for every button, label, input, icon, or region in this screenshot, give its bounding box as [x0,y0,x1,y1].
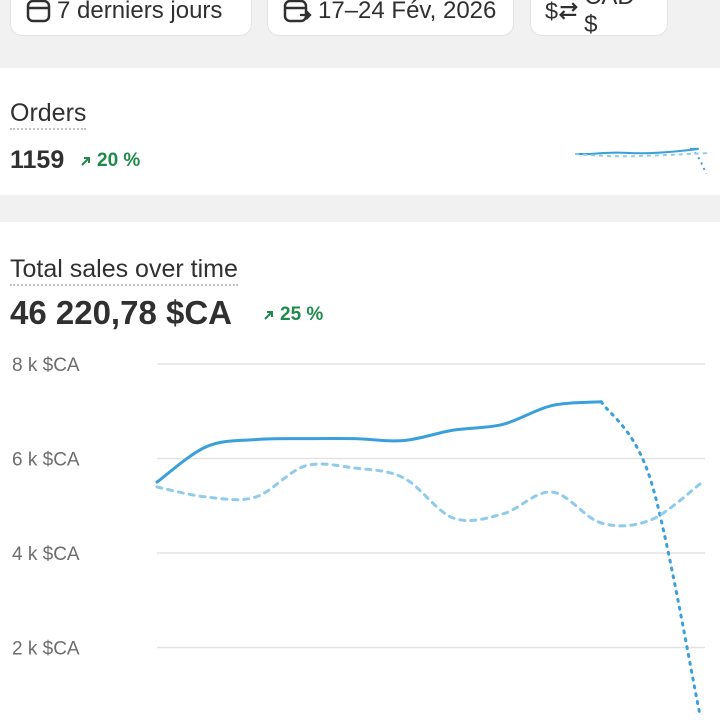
sales-title: Total sales over time [10,254,238,286]
orders-sparkline [574,147,711,175]
y-tick-label: 6 k $CA [12,450,80,471]
sales-card[interactable]: Total sales over time 46 220,78 $CA 25 % [0,222,720,720]
currency-filter[interactable]: $ CAD $ [530,0,668,38]
y-tick-label: 8 k $CA [12,355,80,376]
calendar-compare-icon [283,0,312,23]
series-line [599,400,702,717]
sales-change: 25 % [263,304,323,326]
y-tick-label: 4 k $CA [12,544,80,565]
svg-text:$: $ [545,0,558,24]
currency-label: CAD $ [584,0,635,38]
sales-value: 46 220,78 $CA [10,294,232,331]
date-label: 17–24 Fév, 2026 [318,0,497,24]
up-arrow [264,311,273,320]
orders-value: 1159 [10,146,65,174]
sales-change-value: 25 % [280,304,324,325]
up-arrow [81,157,90,166]
calendar-icon [26,0,51,23]
date-filter[interactable]: 17–24 Fév, 2026 [267,0,514,36]
series-line [155,462,702,528]
period-filter[interactable]: 7 derniers jours [10,0,252,36]
period-label: 7 derniers jours [57,0,223,24]
orders-change-value: 20 % [97,150,141,171]
orders-card[interactable]: Orders 1159 20 % [0,68,720,195]
orders-change: 20 % [80,150,140,172]
y-tick-label: 2 k $CA [12,639,80,660]
series-line [155,400,603,484]
currency-icon: $ [545,0,578,24]
sales-chart: 8 k $CA 6 k $CA 4 k $CA 2 k $CA [12,355,705,717]
orders-title: Orders [10,98,87,130]
